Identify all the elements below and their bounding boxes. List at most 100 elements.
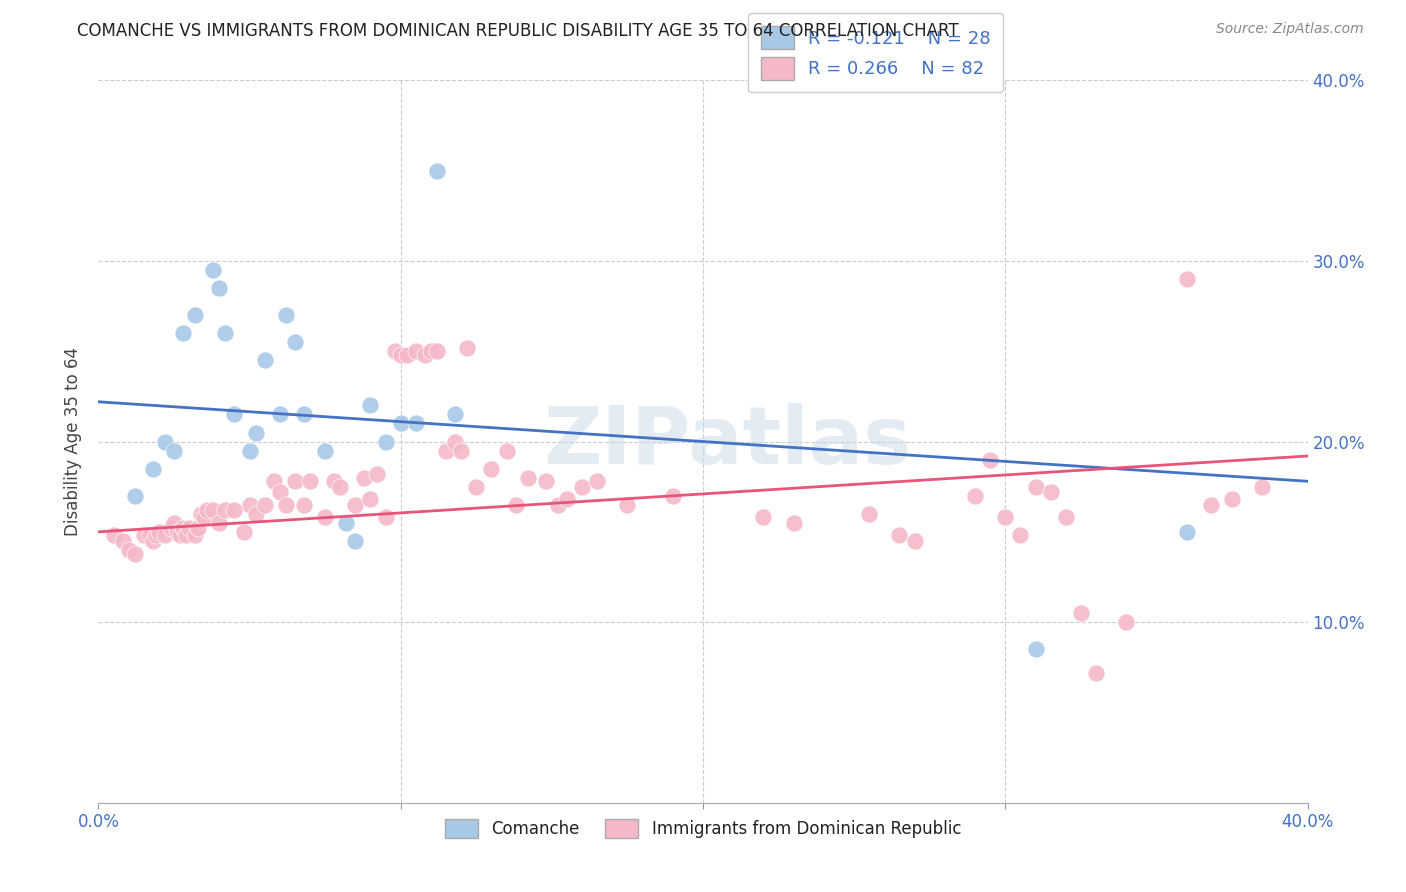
Point <box>142 533 165 548</box>
Point <box>245 425 267 440</box>
Point <box>752 510 775 524</box>
Point <box>172 521 194 535</box>
Point <box>344 498 367 512</box>
Point <box>145 528 167 542</box>
Point <box>1115 615 1137 630</box>
Point <box>132 528 155 542</box>
Point <box>193 510 215 524</box>
Point <box>208 516 231 530</box>
Point <box>366 467 388 481</box>
Point <box>426 344 449 359</box>
Point <box>269 485 291 500</box>
Point <box>1175 272 1198 286</box>
Point <box>444 408 467 422</box>
Point <box>405 344 427 359</box>
Point <box>274 308 297 322</box>
Point <box>314 443 336 458</box>
Point <box>395 348 418 362</box>
Point <box>389 348 412 362</box>
Point <box>1199 498 1222 512</box>
Point <box>263 475 285 489</box>
Point <box>1039 485 1062 500</box>
Point <box>184 308 207 322</box>
Point <box>224 503 246 517</box>
Point <box>214 503 236 517</box>
Y-axis label: Disability Age 35 to 64: Disability Age 35 to 64 <box>65 347 83 536</box>
Point <box>420 344 443 359</box>
Point <box>1175 524 1198 539</box>
Point <box>239 498 262 512</box>
Point <box>111 533 134 548</box>
Point <box>994 510 1017 524</box>
Text: COMANCHE VS IMMIGRANTS FROM DOMINICAN REPUBLIC DISABILITY AGE 35 TO 64 CORRELATI: COMANCHE VS IMMIGRANTS FROM DOMINICAN RE… <box>77 22 959 40</box>
Point <box>292 408 315 422</box>
Point <box>184 528 207 542</box>
Point <box>586 475 609 489</box>
Point <box>139 528 162 542</box>
Point <box>374 434 396 449</box>
Point <box>505 498 527 512</box>
Point <box>384 344 406 359</box>
Point <box>456 341 478 355</box>
Point <box>284 335 307 350</box>
Point <box>374 510 396 524</box>
Point <box>858 507 880 521</box>
Point <box>965 489 987 503</box>
Point <box>1251 480 1274 494</box>
Point <box>163 516 186 530</box>
Point <box>444 434 467 449</box>
Point <box>413 348 436 362</box>
Point <box>172 326 194 340</box>
Point <box>284 475 307 489</box>
Point <box>232 524 254 539</box>
Point <box>245 507 267 521</box>
Point <box>661 489 683 503</box>
Point <box>516 471 538 485</box>
Point <box>389 417 412 431</box>
Point <box>160 521 183 535</box>
Point <box>481 461 503 475</box>
Text: Source: ZipAtlas.com: Source: ZipAtlas.com <box>1216 22 1364 37</box>
Point <box>434 443 457 458</box>
Point <box>547 498 569 512</box>
Legend: Comanche, Immigrants from Dominican Republic: Comanche, Immigrants from Dominican Repu… <box>439 813 967 845</box>
Point <box>1054 510 1077 524</box>
Point <box>426 163 449 178</box>
Point <box>169 528 191 542</box>
Point <box>153 528 176 542</box>
Point <box>253 498 276 512</box>
Point <box>1024 480 1046 494</box>
Point <box>353 471 375 485</box>
Point <box>153 434 176 449</box>
Point <box>450 443 472 458</box>
Point <box>360 492 382 507</box>
Point <box>269 408 291 422</box>
Point <box>555 492 578 507</box>
Point <box>142 461 165 475</box>
Point <box>118 542 141 557</box>
Point <box>1220 492 1243 507</box>
Point <box>534 475 557 489</box>
Point <box>124 489 146 503</box>
Point <box>103 528 125 542</box>
Point <box>1024 642 1046 657</box>
Point <box>148 524 170 539</box>
Text: ZIPatlas: ZIPatlas <box>543 402 911 481</box>
Point <box>202 263 225 277</box>
Point <box>299 475 322 489</box>
Point <box>179 521 201 535</box>
Point <box>124 547 146 561</box>
Point <box>166 524 188 539</box>
Point <box>274 498 297 512</box>
Point <box>190 507 212 521</box>
Point <box>239 443 262 458</box>
Point <box>1085 665 1108 680</box>
Point <box>214 326 236 340</box>
Point <box>889 528 911 542</box>
Point <box>616 498 638 512</box>
Point <box>323 475 346 489</box>
Point <box>253 353 276 368</box>
Point <box>405 417 427 431</box>
Point <box>202 503 225 517</box>
Point <box>783 516 806 530</box>
